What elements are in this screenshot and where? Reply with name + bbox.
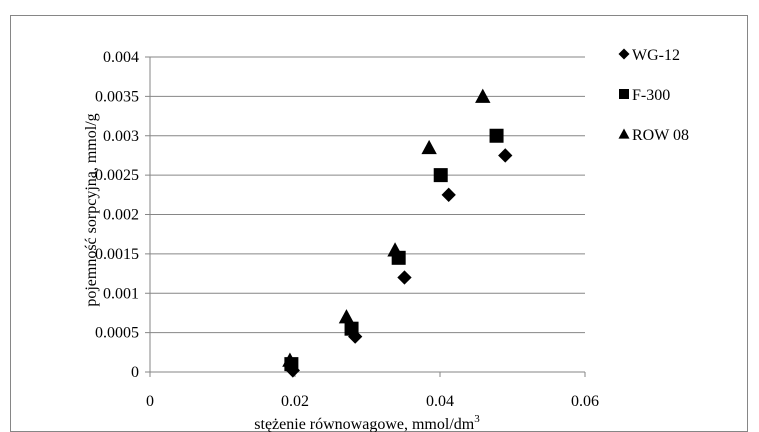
legend-label: ROW 08: [632, 127, 689, 144]
axes: [145, 56, 586, 377]
data-point-diamond: [441, 187, 456, 202]
y-tick-label: 0.002: [103, 207, 139, 224]
chart-border: [10, 15, 748, 432]
tick-labels: 0 0.0005 0.001 0.0015 0.002 0.0025 0.003 0.0035…: [95, 49, 599, 410]
x-tick-label: 0.06: [571, 393, 599, 410]
y-tick-label: 0: [131, 364, 139, 381]
y-tick-label: 0.0005: [95, 325, 139, 342]
y-tick-label: 0.0015: [95, 246, 139, 263]
x-axis-title-text: stężenie równowagowe, mmol/dm: [254, 416, 475, 432]
data-point-square: [433, 168, 448, 183]
legend: WG-12 F-300 ROW 08: [618, 47, 689, 144]
data-point-triangle: [421, 139, 437, 155]
data-points: [282, 88, 513, 378]
x-tick-label: 0.04: [426, 393, 454, 410]
x-axis-title: stężenie równowagowe, mmol/dm3: [254, 413, 480, 432]
data-point-square: [344, 321, 359, 336]
gridlines: [150, 56, 585, 334]
x-axis-title-superscript: 3: [474, 413, 480, 425]
legend-label: F-300: [632, 87, 670, 104]
y-axis-title: pojemność sorpcyjna, mmol/g: [83, 113, 100, 306]
data-point-triangle: [282, 352, 298, 367]
y-tick-label: 0.0035: [95, 88, 139, 105]
y-tick-label: 0.001: [103, 285, 139, 302]
legend-marker-triangle: [618, 128, 630, 139]
data-point-square: [489, 128, 504, 143]
y-tick-label: 0.0025: [95, 167, 139, 184]
data-point-diamond: [498, 148, 513, 163]
legend-label: WG-12: [632, 47, 680, 64]
data-point-triangle: [387, 242, 403, 257]
x-tick-label: 0: [146, 393, 154, 410]
x-tick-label: 0.02: [281, 393, 309, 410]
legend-marker-diamond: [618, 48, 630, 60]
data-point-triangle: [338, 309, 355, 324]
y-tick-label: 0.004: [103, 49, 139, 66]
legend-marker-square: [619, 89, 629, 99]
data-point-diamond: [397, 270, 412, 285]
data-point-triangle: [475, 88, 491, 103]
y-tick-label: 0.003: [103, 128, 139, 145]
